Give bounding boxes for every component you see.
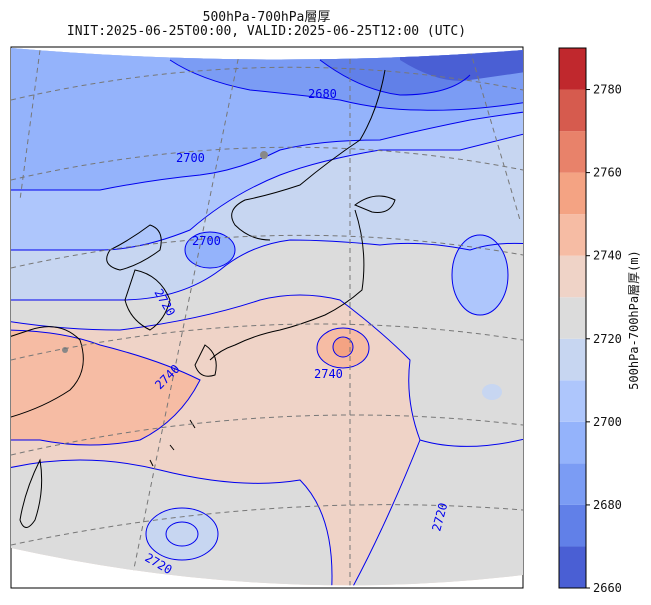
contour-2715 (11, 239, 523, 301)
contour-2725-south (11, 459, 333, 586)
contour-2740-cell (316, 327, 370, 369)
contour-2745-cell (332, 336, 354, 358)
colorbar-band (559, 380, 586, 422)
contour-2685 (169, 59, 523, 111)
coastlines (11, 69, 396, 528)
coast-taiwan (19, 458, 43, 528)
band-2700 (11, 48, 523, 191)
coast-korea (124, 269, 171, 331)
colorbar-band (559, 172, 586, 215)
contour-label: 2740 (314, 367, 343, 381)
contour-2705-east (451, 234, 509, 316)
colorbar-tick-label: 2700 (593, 415, 622, 429)
contour-2715-cell (165, 521, 199, 547)
colorbar-band (559, 504, 586, 547)
colorbar-band (559, 255, 586, 298)
lon-line (469, 49, 521, 221)
map-title: 500hPa-700hPa層厚 (202, 10, 331, 25)
lat-line (11, 66, 523, 101)
lat-line (11, 504, 523, 546)
colorbar-band (559, 89, 586, 132)
band-2675 (400, 48, 523, 81)
contour-2705 (11, 129, 523, 251)
cell-2705-east (452, 235, 508, 315)
contour-2700 (11, 109, 523, 191)
contour-2680 (319, 59, 471, 96)
band-2740-west (11, 330, 200, 445)
graticule (11, 49, 523, 586)
coast-kyushu (194, 344, 217, 377)
colorbar-band (559, 338, 586, 381)
contour-2740-west (11, 329, 201, 446)
coast-russia (231, 69, 386, 241)
colorbar-label: 500hPa-700hPa層厚(m) (627, 250, 641, 390)
band-2720-east (340, 435, 523, 586)
contour-label: 2680 (308, 87, 337, 101)
cell-2715 (146, 508, 218, 560)
lon-line (19, 49, 41, 201)
lat-line (11, 146, 523, 181)
contour-label: 2700 (176, 151, 205, 165)
lake-baikal-marker (260, 151, 268, 159)
colorbar-band (559, 48, 586, 90)
colorbar-bands (559, 48, 586, 588)
lat-line (11, 323, 523, 361)
cell-2700-west (185, 232, 235, 268)
colorbar-band (559, 463, 586, 505)
colorbar-frame (558, 47, 587, 589)
map-subtitle: INIT:2025-06-25T00:00, VALID:2025-06-25T… (66, 24, 467, 39)
colorbar-tick-label: 2660 (593, 581, 622, 595)
filled-contours (11, 48, 523, 586)
colorbar-tick-label: 2740 (593, 249, 622, 263)
lat-line (11, 414, 523, 456)
contour-2725-east (419, 434, 523, 447)
cell-2745-east (333, 337, 353, 357)
coast-honshu (209, 209, 365, 361)
colorbar-tick-label: 2780 (593, 83, 622, 97)
contour-label: 2700 (192, 234, 221, 248)
colorbar-tick-label: 2680 (593, 498, 622, 512)
lat-line (11, 234, 523, 269)
colorbar-band (559, 131, 586, 173)
colorbar-tick-label: 2760 (593, 166, 622, 180)
contour-lines (11, 59, 523, 586)
coast-korea-north (106, 224, 162, 271)
contour-2700-cell (184, 231, 236, 269)
colorbar-band (559, 297, 586, 339)
lon-line (129, 49, 241, 586)
cell-2715-east (482, 384, 502, 400)
colorbar-ticks: 2660 2680 2700 2720 2740 2760 2780 (586, 83, 622, 595)
colorbar-band (559, 421, 586, 464)
colorbar-band (559, 546, 586, 588)
contour-2720-cell (145, 507, 219, 561)
colorbar-tick-label: 2720 (593, 332, 622, 346)
colorbar-band (559, 214, 586, 256)
contour-2725 (11, 294, 421, 586)
coast-china (11, 326, 84, 421)
coast-hokkaido (353, 195, 396, 213)
